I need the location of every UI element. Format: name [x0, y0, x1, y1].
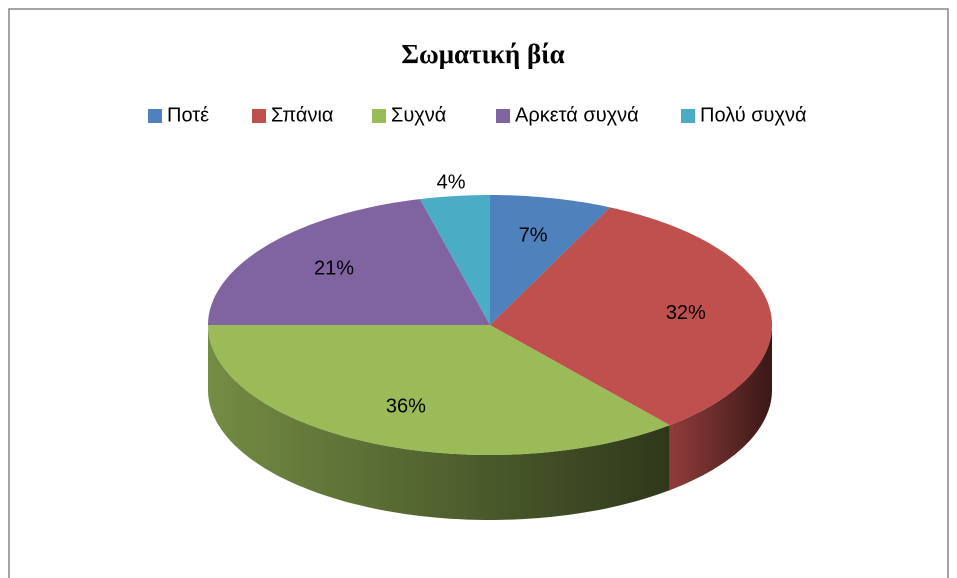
data-label: 21%: [314, 258, 354, 280]
legend-swatch: [681, 109, 695, 123]
data-label: 7%: [519, 224, 548, 246]
slice: [490, 207, 772, 426]
slice: [208, 199, 490, 325]
legend-swatch: [148, 109, 162, 123]
legend-swatch: [496, 109, 510, 123]
chart-frame: [8, 8, 949, 578]
legend-swatch: [252, 109, 266, 123]
data-label: 32%: [666, 302, 706, 324]
legend-label: Συχνά: [391, 104, 446, 126]
data-label: 4%: [437, 171, 466, 193]
slice: [208, 325, 670, 455]
legend-label: Πολύ συχνά: [700, 104, 807, 126]
legend-swatch: [372, 109, 386, 123]
legend-label: Αρκετά συχνά: [515, 104, 639, 126]
slice-side: [669, 325, 772, 491]
slice-side: [208, 325, 670, 520]
legend-label: Σπάνια: [271, 104, 334, 126]
slice: [419, 195, 490, 325]
data-label: 36%: [386, 396, 426, 418]
chart-title: Σωματική βία: [401, 39, 564, 69]
legend-label: Ποτέ: [167, 104, 209, 126]
slice: [490, 195, 611, 325]
